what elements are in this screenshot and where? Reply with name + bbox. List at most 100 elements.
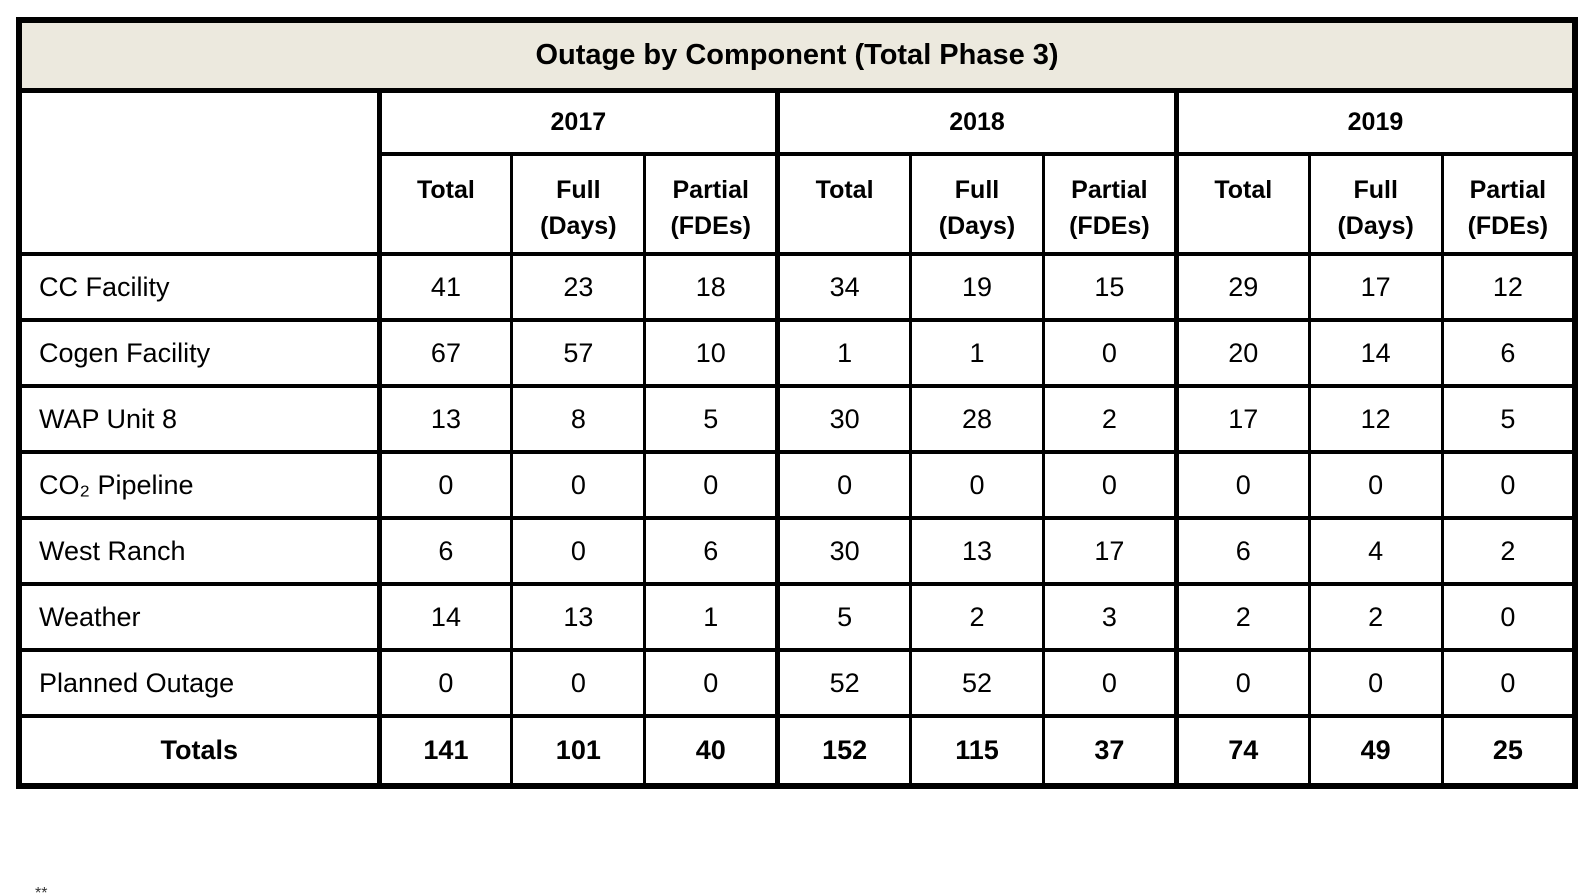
table-cell: 14 <box>1307 318 1444 388</box>
outage-by-component-table: Outage by Component (Total Phase 3) 2017… <box>16 17 1579 789</box>
totals-cell: 40 <box>643 714 780 788</box>
table-cell: 0 <box>376 450 514 520</box>
col-header-2019-full-days: Full (Days) <box>1307 152 1444 256</box>
table-cell: 30 <box>775 516 913 586</box>
col-header-line: Partial <box>1469 176 1547 204</box>
sub-header-row: Total Full (Days) Partial (FDEs) Total F… <box>19 152 1577 256</box>
table-title: Outage by Component (Total Phase 3) <box>17 18 1577 93</box>
table-cell: 1 <box>775 318 913 388</box>
col-header-2019-partial-fdes: Partial (FDEs) <box>1440 152 1577 256</box>
totals-cell: 37 <box>1041 714 1178 788</box>
col-header-2017-total: Total <box>376 152 514 256</box>
table-cell: 2 <box>909 582 1045 652</box>
table-cell: 13 <box>909 516 1045 586</box>
totals-cell: 115 <box>909 714 1045 788</box>
table-row-totals: Totals 141 101 40 152 115 37 74 49 25 <box>17 714 1577 788</box>
row-label: West Ranch <box>17 516 381 586</box>
table-cell: 5 <box>1440 384 1577 454</box>
title-row: Outage by Component (Total Phase 3) <box>17 18 1577 93</box>
col-header-line: (Days) <box>1337 211 1414 240</box>
table-row-wap-unit-8: WAP Unit 8 13 8 5 30 28 2 17 12 5 <box>17 384 1577 454</box>
year-header-2018: 2018 <box>775 88 1178 156</box>
row-label: Planned Outage <box>17 648 381 718</box>
table-cell: 6 <box>643 516 780 586</box>
table-cell: 0 <box>1173 648 1311 718</box>
cropped-footnote-marker: ** <box>35 886 95 893</box>
table-row-cc-facility: CC Facility 41 23 18 34 19 15 29 17 12 <box>17 252 1577 322</box>
table-cell: 17 <box>1307 252 1444 322</box>
table-cell: 30 <box>775 384 913 454</box>
row-label: CC Facility <box>17 252 381 322</box>
table-cell: 0 <box>909 450 1045 520</box>
year-header-2017: 2017 <box>376 88 780 156</box>
col-header-2017-partial-fdes: Partial (FDEs) <box>643 152 780 256</box>
table-cell: 0 <box>643 450 780 520</box>
totals-cell: 152 <box>775 714 913 788</box>
table-cell: 0 <box>1041 648 1178 718</box>
table-cell: 0 <box>1307 648 1444 718</box>
table-cell: 13 <box>376 384 514 454</box>
totals-cell: 49 <box>1307 714 1444 788</box>
totals-cell: 25 <box>1440 714 1577 788</box>
table-cell: 0 <box>510 516 647 586</box>
table-cell: 23 <box>510 252 647 322</box>
table-cell: 0 <box>510 450 647 520</box>
totals-cell: 74 <box>1173 714 1311 788</box>
col-header-line: Partial <box>672 176 749 204</box>
table-cell: 17 <box>1041 516 1178 586</box>
col-header-line: Partial <box>1071 176 1148 204</box>
col-header-line: Full <box>1353 176 1398 204</box>
table-cell: 15 <box>1041 252 1178 322</box>
table-cell: 3 <box>1041 582 1178 652</box>
year-header-2019: 2019 <box>1173 88 1577 156</box>
col-header-2018-full-days: Full (Days) <box>909 152 1045 256</box>
totals-label: Totals <box>17 714 381 788</box>
table-row-planned-outage: Planned Outage 0 0 0 52 52 0 0 0 0 <box>17 648 1577 718</box>
corner-cell <box>17 88 381 256</box>
col-header-line: (Days) <box>540 211 617 240</box>
row-label: CO₂ Pipeline <box>17 450 381 520</box>
table-cell: 12 <box>1440 252 1577 322</box>
col-header-2017-full-days: Full (Days) <box>510 152 647 256</box>
table-cell: 5 <box>643 384 780 454</box>
table-row-weather: Weather 14 13 1 5 2 3 2 2 0 <box>17 582 1577 652</box>
totals-cell: 101 <box>510 714 647 788</box>
row-label: Weather <box>17 582 381 652</box>
table-cell: 0 <box>1440 450 1577 520</box>
table-cell: 0 <box>510 648 647 718</box>
table-cell: 8 <box>510 384 647 454</box>
table-cell: 0 <box>1041 318 1178 388</box>
table-cell: 41 <box>376 252 514 322</box>
col-header-line: Total <box>1214 176 1273 204</box>
table-cell: 2 <box>1307 582 1444 652</box>
col-header-2019-total: Total <box>1173 152 1311 256</box>
table-cell: 2 <box>1173 582 1311 652</box>
table-cell: 13 <box>510 582 647 652</box>
col-header-line: (Days) <box>938 211 1016 240</box>
table-cell: 52 <box>909 648 1045 718</box>
col-header-line: (FDEs) <box>670 211 751 240</box>
table-cell: 5 <box>775 582 913 652</box>
table-cell: 0 <box>1440 582 1577 652</box>
table-cell: 17 <box>1173 384 1311 454</box>
table-cell: 0 <box>775 450 913 520</box>
col-header-2018-total: Total <box>775 152 913 256</box>
table-cell: 0 <box>1173 450 1311 520</box>
table-cell: 0 <box>376 648 514 718</box>
table-cell: 4 <box>1307 516 1444 586</box>
table-cell: 18 <box>643 252 780 322</box>
table-cell: 0 <box>643 648 780 718</box>
table-cell: 12 <box>1307 384 1444 454</box>
table-cell: 10 <box>643 318 780 388</box>
table-cell: 28 <box>909 384 1045 454</box>
table-row-cogen-facility: Cogen Facility 67 57 10 1 1 0 20 14 6 <box>17 318 1577 388</box>
row-label: WAP Unit 8 <box>17 384 381 454</box>
table-cell: 6 <box>376 516 514 586</box>
table-cell: 6 <box>1440 318 1577 388</box>
table-cell: 2 <box>1041 384 1178 454</box>
col-header-line: Total <box>815 176 874 204</box>
table-cell: 0 <box>1041 450 1178 520</box>
table-cell: 0 <box>1307 450 1444 520</box>
table-row-west-ranch: West Ranch 6 0 6 30 13 17 6 4 2 <box>17 516 1577 586</box>
table-cell: 29 <box>1173 252 1311 322</box>
